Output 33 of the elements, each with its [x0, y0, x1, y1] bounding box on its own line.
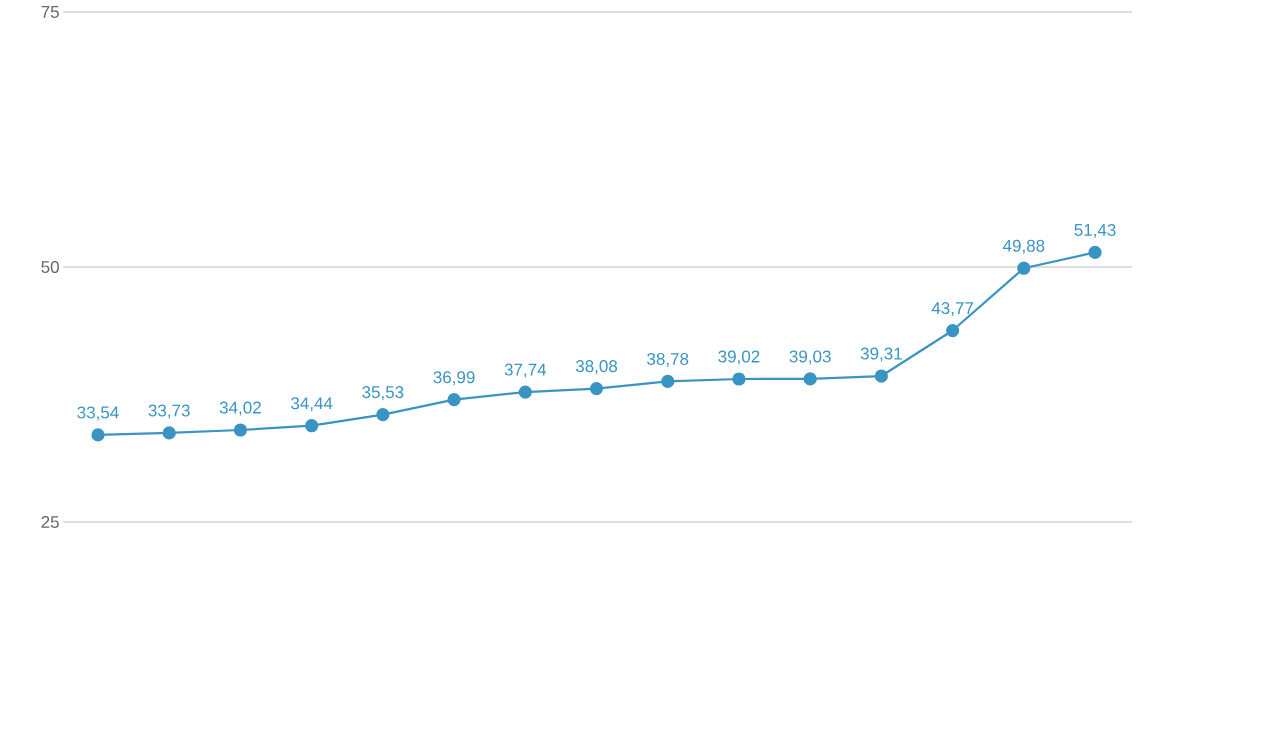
data-label: 34,44: [291, 397, 333, 412]
point: [803, 372, 817, 386]
point: [874, 369, 888, 383]
point: [946, 323, 960, 338]
data-label: 39,03: [789, 350, 831, 365]
y-tick-label: 25: [41, 515, 59, 529]
data-label: 34,02: [219, 401, 261, 416]
data-label: 39,31: [860, 347, 902, 362]
y-tick-label: 75: [41, 6, 59, 18]
data-label: 49,88: [1002, 239, 1045, 254]
data-label: 38,78: [647, 352, 689, 368]
data-label: 43,77: [931, 302, 974, 317]
data-label: 33,73: [148, 404, 190, 419]
point: [732, 372, 746, 386]
point: [376, 407, 390, 422]
point: [91, 428, 105, 442]
point: [661, 374, 675, 389]
data-label: 33,54: [77, 406, 119, 421]
y-tick-label: 50: [41, 260, 59, 274]
point: [589, 381, 604, 396]
point: [305, 419, 319, 433]
data-label: 37,74: [504, 363, 547, 378]
point: [447, 393, 461, 407]
data-label: 51,43: [1074, 223, 1116, 238]
data-label: 38,08: [575, 360, 618, 375]
point: [1017, 261, 1031, 275]
data-label: 36,99: [433, 371, 475, 386]
point: [518, 385, 532, 399]
data-label: 35,53: [362, 386, 404, 401]
point: [1088, 245, 1102, 260]
data-label: 39,02: [718, 350, 760, 365]
point: [162, 426, 176, 440]
point: [233, 423, 248, 437]
